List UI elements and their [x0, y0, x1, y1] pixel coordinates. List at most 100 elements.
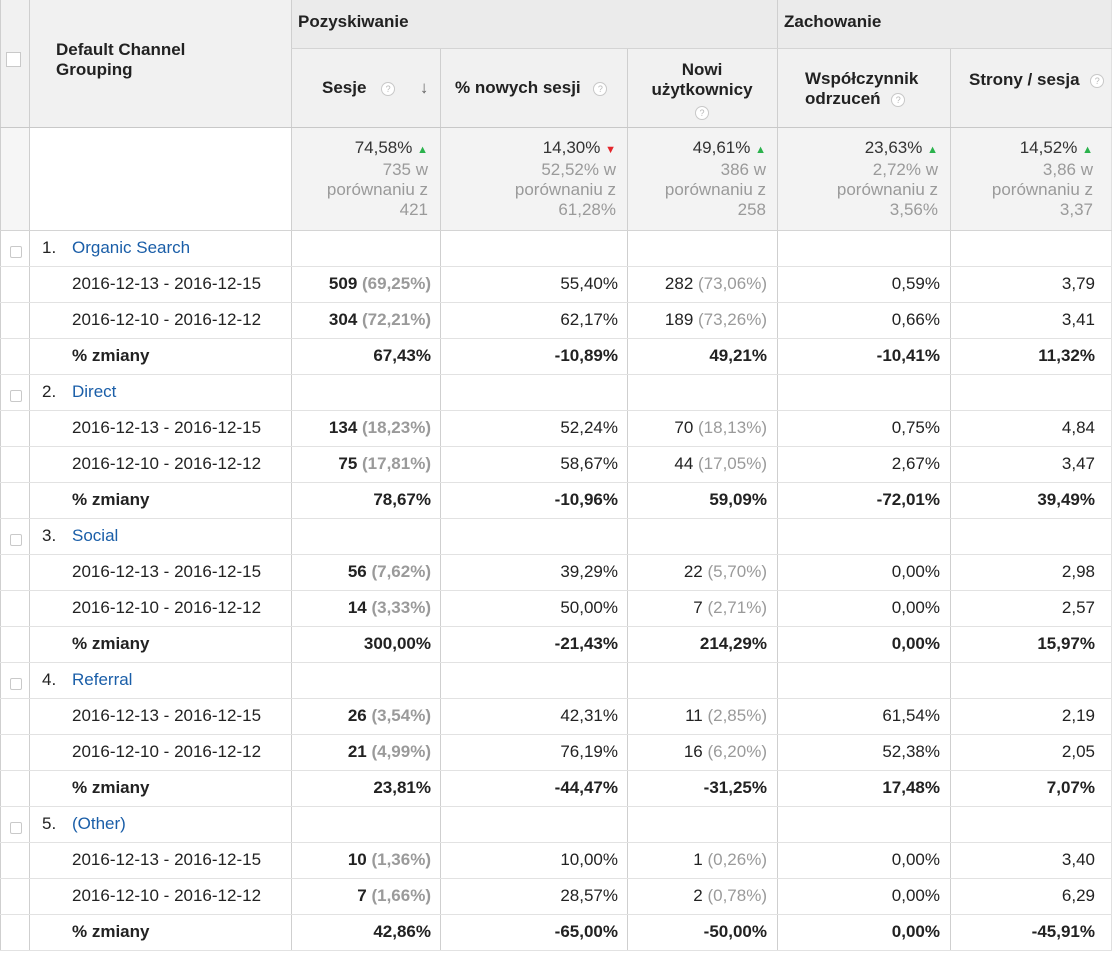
- dimension-header[interactable]: Default Channel Grouping: [56, 40, 186, 79]
- summary-checkbox-cell: [0, 127, 29, 230]
- sessions-cell: 10 (1,36%): [348, 850, 431, 870]
- col-header-bounce-rate[interactable]: Współczynnik odrzuceń ?: [805, 69, 945, 109]
- sessions-value: 14: [347, 598, 367, 617]
- pages-per-session-value: 3,40: [1061, 850, 1095, 869]
- row-checkbox[interactable]: [10, 678, 22, 690]
- new-sessions-value: 42,31%: [560, 706, 618, 725]
- sessions-percent: (1,36%): [371, 850, 431, 869]
- sessions-percent: (3,54%): [371, 706, 431, 725]
- col-header-new-sessions-label: % nowych sesji: [455, 78, 581, 97]
- sort-down-arrow-icon[interactable]: ↓: [419, 78, 429, 97]
- change-label: % zmiany: [72, 634, 150, 653]
- col-header-pages-per-session[interactable]: Strony / sesja ?: [969, 70, 1105, 90]
- summary-bounce-rate: 23,63% ▲ 2,72% w porównaniu z 3,56%: [778, 138, 938, 220]
- help-icon[interactable]: ?: [695, 105, 709, 120]
- sessions-value: 26: [347, 706, 367, 725]
- summary-compare: 2,72% w: [872, 160, 938, 179]
- sessions-percent: (72,21%): [362, 310, 431, 329]
- bounce-rate-value: 0,00%: [891, 598, 940, 617]
- bounce-rate-value: 0,00%: [891, 886, 940, 905]
- select-all-checkbox[interactable]: [6, 52, 21, 67]
- sessions-percent: (4,99%): [371, 742, 431, 761]
- pages-per-session-value: 2,98: [1061, 562, 1095, 581]
- help-icon[interactable]: ?: [1090, 73, 1105, 88]
- channel-index: 2.: [42, 382, 57, 401]
- pages-per-session-value: 3,47: [1061, 454, 1095, 473]
- col-header-new-sessions[interactable]: % nowych sesji ?: [455, 78, 608, 98]
- row-checkbox[interactable]: [10, 534, 22, 546]
- date-range-label: 2016-12-10 - 2016-12-12: [72, 310, 262, 329]
- change-new-sessions: -44,47%: [554, 778, 618, 797]
- change-bounce-rate: -10,41%: [876, 346, 940, 365]
- change-new-sessions: -10,89%: [554, 346, 618, 365]
- new-users-value: 1: [693, 850, 703, 869]
- group-header-band: [291, 0, 1112, 48]
- new-users-value: 16: [683, 742, 703, 761]
- row-checkbox[interactable]: [10, 246, 22, 258]
- change-new-users: 49,21%: [709, 346, 767, 365]
- summary-new-users: 49,61% ▲ 386 w porównaniu z 258: [628, 138, 766, 220]
- summary-compare: 386 w: [720, 160, 766, 179]
- row-checkbox[interactable]: [10, 822, 22, 834]
- summary-compare-value: 421: [399, 200, 428, 219]
- sessions-cell: 7 (1,66%): [357, 886, 431, 906]
- summary-value: 14,52%: [1019, 138, 1078, 157]
- new-sessions-value: 50,00%: [560, 598, 618, 617]
- date-range-label: 2016-12-13 - 2016-12-15: [72, 274, 262, 293]
- pages-per-session-value: 3,79: [1061, 274, 1095, 293]
- sessions-percent: (17,81%): [362, 454, 431, 473]
- pages-per-session-value: 4,84: [1061, 418, 1095, 437]
- trend-down-icon: ▼: [605, 144, 616, 156]
- pages-per-session-value: 3,41: [1061, 310, 1095, 329]
- date-range-label: 2016-12-13 - 2016-12-15: [72, 562, 262, 581]
- trend-up-icon: ▲: [927, 144, 938, 156]
- pages-per-session-value: 2,57: [1061, 598, 1095, 617]
- row-checkbox[interactable]: [10, 390, 22, 402]
- channel-link[interactable]: Organic Search: [72, 238, 191, 257]
- col-header-sessions[interactable]: Sesje ? ↓: [322, 78, 428, 98]
- change-label: % zmiany: [72, 490, 150, 509]
- summary-compare-label: porównaniu z: [836, 180, 938, 199]
- summary-compare-label: porównaniu z: [514, 180, 616, 199]
- col-header-new-users[interactable]: Nowi użytkownicy ?: [628, 60, 776, 120]
- new-users-cell: 16 (6,20%): [684, 742, 767, 762]
- date-range-label: 2016-12-10 - 2016-12-12: [72, 886, 262, 905]
- channel-index: 1.: [42, 238, 57, 257]
- sessions-value: 10: [347, 850, 367, 869]
- channel-index: 3.: [42, 526, 57, 545]
- new-users-percent: (0,26%): [707, 850, 767, 869]
- new-users-cell: 22 (5,70%): [684, 562, 767, 582]
- date-range-label: 2016-12-10 - 2016-12-12: [72, 598, 262, 617]
- sessions-cell: 56 (7,62%): [348, 562, 431, 582]
- new-users-cell: 70 (18,13%): [674, 418, 767, 438]
- new-users-cell: 7 (2,71%): [693, 598, 767, 618]
- change-sessions: 67,43%: [373, 346, 431, 365]
- change-pages-per-session: 39,49%: [1037, 490, 1095, 509]
- new-users-cell: 2 (0,78%): [693, 886, 767, 906]
- date-range-label: 2016-12-13 - 2016-12-15: [72, 706, 262, 725]
- summary-compare-label: porównaniu z: [664, 180, 766, 199]
- sessions-value: 7: [357, 886, 367, 905]
- change-sessions: 78,67%: [373, 490, 431, 509]
- new-sessions-value: 62,17%: [560, 310, 618, 329]
- change-sessions: 23,81%: [373, 778, 431, 797]
- help-icon[interactable]: ?: [381, 81, 396, 96]
- channel-link[interactable]: Social: [72, 526, 119, 545]
- summary-sessions: 74,58% ▲ 735 w porównaniu z 421: [291, 138, 428, 220]
- channel-link[interactable]: Direct: [72, 382, 117, 401]
- help-icon[interactable]: ?: [593, 81, 608, 96]
- channel-link[interactable]: (Other): [72, 814, 126, 833]
- change-sessions: 42,86%: [373, 922, 431, 941]
- bounce-rate-value: 0,59%: [891, 274, 940, 293]
- sessions-value: 56: [347, 562, 367, 581]
- new-users-percent: (73,06%): [698, 274, 767, 293]
- channel-link[interactable]: Referral: [72, 670, 133, 689]
- new-users-percent: (73,26%): [698, 310, 767, 329]
- summary-compare: 52,52% w: [541, 160, 616, 179]
- help-icon[interactable]: ?: [891, 92, 906, 107]
- new-users-value: 189: [664, 310, 694, 329]
- change-sessions: 300,00%: [363, 634, 431, 653]
- new-users-percent: (2,71%): [707, 598, 767, 617]
- summary-dimension-cell: [29, 127, 291, 230]
- new-users-percent: (18,13%): [698, 418, 767, 437]
